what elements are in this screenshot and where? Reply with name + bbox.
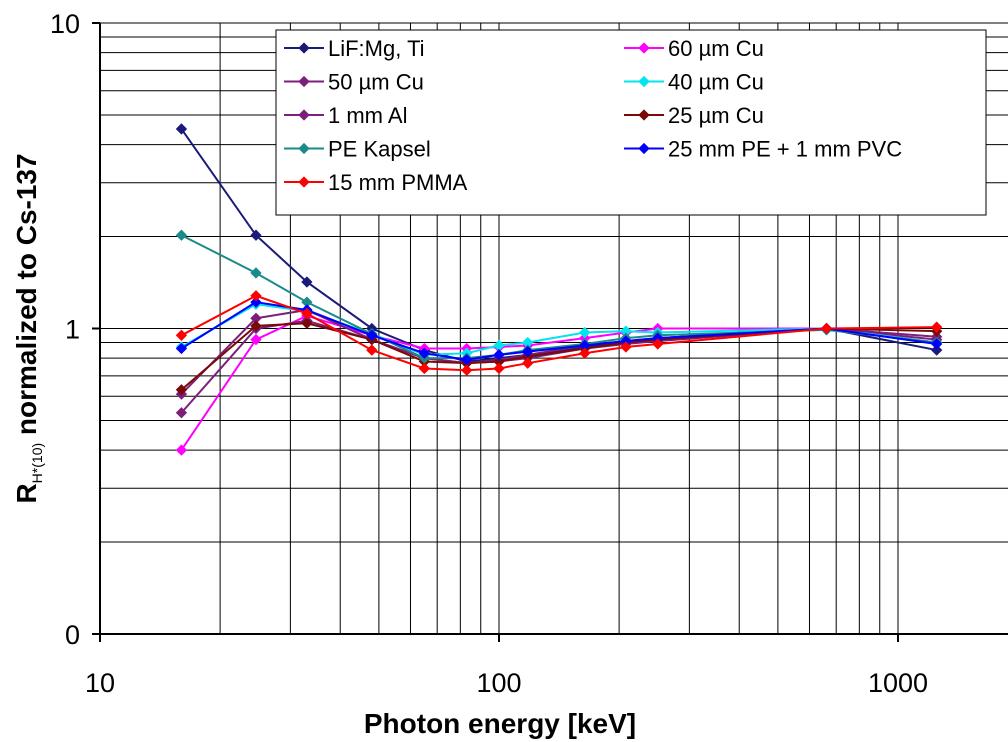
data-point [493,349,505,361]
data-point [301,296,313,308]
series-line [180,319,937,414]
data-point [175,444,188,456]
x-tick-label: 10 [85,668,115,698]
data-point [461,354,473,366]
data-point [366,329,378,341]
legend-swatch-marker [298,142,310,155]
data-point [250,290,262,302]
data-point [820,322,833,335]
data-point [522,345,534,358]
data-point [250,296,262,308]
data-point [579,326,591,339]
data-point [931,344,943,356]
data-point [620,341,632,353]
data-point [522,336,534,349]
legend-swatch-marker [638,142,650,155]
y-axis-title-main: R [11,483,42,503]
legend-item: LiF:Mg, Ti [284,36,425,61]
legend-item: 1 mm Al [284,103,407,128]
legend-swatch-marker [298,176,310,188]
data-point [493,355,505,368]
series-line [180,322,937,391]
data-point [301,307,313,320]
series-line [180,294,937,372]
data-point [250,229,262,241]
legend-item: 15 mm PMMA [284,170,468,195]
series-group [175,123,943,456]
x-tick-label: 1000 [868,668,928,698]
data-point [175,229,188,241]
y-tick-label: 1 [65,315,80,345]
y-axis-title-subscript: H*(10) [29,443,45,483]
legend-item: 25 µm Cu [624,103,764,128]
data-point [461,364,473,376]
data-point [418,362,431,375]
data-point [301,317,313,329]
legend-label: 1 mm Al [328,103,407,128]
x-tick-label: 100 [476,668,521,698]
data-point [931,338,943,350]
legend-swatch-marker [298,42,310,54]
data-point [418,347,431,359]
data-point [931,321,943,333]
data-point [652,338,664,350]
series-15 mm PMMA [175,290,943,376]
legend-label: 60 µm Cu [668,36,764,61]
data-point [250,267,262,279]
legend-item: PE Kapsel [284,137,431,162]
legend-label: 15 mm PMMA [328,170,468,195]
legend-box [275,29,987,216]
y-tick-label: 0 [65,620,80,650]
data-point [250,312,262,324]
data-point [652,332,664,344]
y-axis-title: RH*(10) normalized to Cs-137 [11,153,45,503]
legend-item: 25 mm PE + 1 mm PVC [624,137,902,162]
data-point [493,362,505,375]
legend-label: 50 µm Cu [328,70,424,95]
data-point [579,347,591,359]
legend-label: 40 µm Cu [668,70,764,95]
data-point [301,276,313,288]
data-point [250,333,262,346]
data-point [620,325,632,337]
legend-label: PE Kapsel [328,137,431,162]
data-point [175,329,188,341]
data-point [175,342,188,355]
legend-swatch-marker [638,42,650,54]
series-line [180,314,937,451]
data-point [620,335,632,347]
data-point [522,357,534,369]
legend-label: 25 µm Cu [668,103,764,128]
legend-label: LiF:Mg, Ti [328,36,425,61]
y-axis-title-rest: normalized to Cs-137 [11,153,42,442]
data-point [493,339,505,352]
series-line [180,234,937,360]
legend-item: 40 µm Cu [624,70,764,95]
legend-label: 25 mm PE + 1 mm PVC [668,137,902,162]
data-point [250,320,262,332]
y-tick-label: 10 [50,9,80,39]
axes [92,22,1008,642]
legend-item: 60 µm Cu [624,36,764,61]
data-point [175,407,188,419]
data-point [579,339,591,352]
data-point [175,384,188,396]
data-point [366,344,378,356]
legend: LiF:Mg, Ti 60 µm Cu 50 µm Cu 40 µm Cu 1 mm A… [275,29,987,216]
x-axis-title: Photon energy [keV] [364,708,636,739]
data-point [175,123,188,135]
